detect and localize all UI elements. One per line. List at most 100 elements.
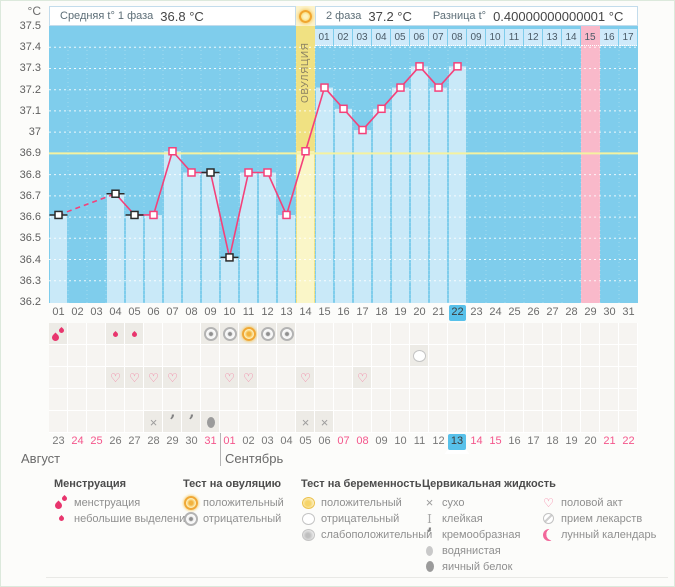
cycle-day-26[interactable]: 26 — [527, 306, 540, 318]
event-cell-intercourse-day-20[interactable] — [410, 367, 429, 389]
cycle-day-31[interactable]: 31 — [622, 306, 635, 318]
event-cell-medication-day-10[interactable] — [220, 389, 239, 411]
event-cell-medication-day-21[interactable] — [429, 389, 448, 411]
event-cell-cervical-fluid-day-14[interactable]: × — [296, 411, 315, 433]
cycle-day-25[interactable]: 25 — [508, 306, 521, 318]
event-cell-intercourse-day-29[interactable] — [581, 367, 600, 389]
cycle-day-24[interactable]: 24 — [489, 306, 502, 318]
event-cell-medication-day-17[interactable] — [353, 389, 372, 411]
event-cell-intercourse-day-10[interactable]: ♡ — [220, 367, 239, 389]
event-cell-pregnancy-tests-day-9[interactable] — [201, 345, 220, 367]
event-cell-bleeding-and-ovulation-tests-day-13[interactable] — [277, 323, 296, 345]
event-cell-medication-day-16[interactable] — [334, 389, 353, 411]
event-cell-pregnancy-tests-day-21[interactable] — [429, 345, 448, 367]
event-cell-medication-day-22[interactable] — [448, 389, 467, 411]
cycle-day-07[interactable]: 07 — [166, 306, 179, 318]
event-cell-intercourse-day-15[interactable] — [315, 367, 334, 389]
event-cell-intercourse-day-28[interactable] — [562, 367, 581, 389]
event-cell-cervical-fluid-day-16[interactable] — [334, 411, 353, 433]
cycle-day-05[interactable]: 05 — [128, 306, 141, 318]
event-cell-cervical-fluid-day-31[interactable] — [619, 411, 638, 433]
event-cell-medication-day-14[interactable] — [296, 389, 315, 411]
cycle-day-15[interactable]: 15 — [318, 306, 331, 318]
event-cell-bleeding-and-ovulation-tests-day-22[interactable] — [448, 323, 467, 345]
cycle-day-08[interactable]: 08 — [185, 306, 198, 318]
event-cell-pregnancy-tests-day-22[interactable] — [448, 345, 467, 367]
event-cell-intercourse-day-22[interactable] — [448, 367, 467, 389]
event-cell-intercourse-day-26[interactable] — [524, 367, 543, 389]
event-cell-pregnancy-tests-day-27[interactable] — [543, 345, 562, 367]
event-cell-pregnancy-tests-day-4[interactable] — [106, 345, 125, 367]
event-cell-medication-day-23[interactable] — [467, 389, 486, 411]
event-cell-medication-day-1[interactable] — [49, 389, 68, 411]
cycle-day-02[interactable]: 02 — [71, 306, 84, 318]
event-cell-cervical-fluid-day-23[interactable] — [467, 411, 486, 433]
event-cell-intercourse-day-8[interactable] — [182, 367, 201, 389]
event-cell-bleeding-and-ovulation-tests-day-5[interactable] — [125, 323, 144, 345]
event-cell-pregnancy-tests-day-12[interactable] — [258, 345, 277, 367]
event-cell-intercourse-day-17[interactable]: ♡ — [353, 367, 372, 389]
event-cell-cervical-fluid-day-30[interactable] — [600, 411, 619, 433]
event-cell-bleeding-and-ovulation-tests-day-3[interactable] — [87, 323, 106, 345]
event-cell-pregnancy-tests-day-7[interactable] — [163, 345, 182, 367]
event-cell-intercourse-day-13[interactable] — [277, 367, 296, 389]
event-cell-pregnancy-tests-day-26[interactable] — [524, 345, 543, 367]
event-cell-bleeding-and-ovulation-tests-day-12[interactable] — [258, 323, 277, 345]
event-cell-pregnancy-tests-day-18[interactable] — [372, 345, 391, 367]
event-cell-medication-day-13[interactable] — [277, 389, 296, 411]
event-cell-cervical-fluid-day-15[interactable]: × — [315, 411, 334, 433]
event-cell-medication-day-25[interactable] — [505, 389, 524, 411]
event-cell-cervical-fluid-day-6[interactable]: × — [144, 411, 163, 433]
event-cell-bleeding-and-ovulation-tests-day-29[interactable] — [581, 323, 600, 345]
event-cell-medication-day-4[interactable] — [106, 389, 125, 411]
event-cell-pregnancy-tests-day-11[interactable] — [239, 345, 258, 367]
event-cell-medication-day-11[interactable] — [239, 389, 258, 411]
event-cell-cervical-fluid-day-25[interactable] — [505, 411, 524, 433]
event-cell-intercourse-day-24[interactable] — [486, 367, 505, 389]
event-cell-pregnancy-tests-day-25[interactable] — [505, 345, 524, 367]
event-cell-bleeding-and-ovulation-tests-day-7[interactable] — [163, 323, 182, 345]
event-cell-cervical-fluid-day-5[interactable] — [125, 411, 144, 433]
cycle-day-13[interactable]: 13 — [280, 306, 293, 318]
event-cell-pregnancy-tests-day-15[interactable] — [315, 345, 334, 367]
event-cell-cervical-fluid-day-1[interactable] — [49, 411, 68, 433]
event-cell-pregnancy-tests-day-20[interactable] — [410, 345, 429, 367]
event-cell-intercourse-day-31[interactable] — [619, 367, 638, 389]
event-cell-bleeding-and-ovulation-tests-day-28[interactable] — [562, 323, 581, 345]
event-cell-bleeding-and-ovulation-tests-day-1[interactable] — [49, 323, 68, 345]
event-cell-bleeding-and-ovulation-tests-day-4[interactable] — [106, 323, 125, 345]
event-cell-bleeding-and-ovulation-tests-day-18[interactable] — [372, 323, 391, 345]
cycle-day-27[interactable]: 27 — [546, 306, 559, 318]
event-cell-medication-day-9[interactable] — [201, 389, 220, 411]
cycle-day-11[interactable]: 11 — [242, 306, 255, 318]
event-cell-intercourse-day-6[interactable]: ♡ — [144, 367, 163, 389]
event-cell-bleeding-and-ovulation-tests-day-31[interactable] — [619, 323, 638, 345]
event-cell-intercourse-day-3[interactable] — [87, 367, 106, 389]
event-cell-pregnancy-tests-day-29[interactable] — [581, 345, 600, 367]
event-cell-cervical-fluid-day-4[interactable] — [106, 411, 125, 433]
event-cell-medication-day-29[interactable] — [581, 389, 600, 411]
event-cell-bleeding-and-ovulation-tests-day-23[interactable] — [467, 323, 486, 345]
cycle-day-20[interactable]: 20 — [413, 306, 426, 318]
event-cell-cervical-fluid-day-28[interactable] — [562, 411, 581, 433]
cycle-day-22[interactable]: 22 — [449, 305, 466, 321]
cycle-day-10[interactable]: 10 — [223, 306, 236, 318]
event-cell-cervical-fluid-day-20[interactable] — [410, 411, 429, 433]
event-cell-cervical-fluid-day-11[interactable] — [239, 411, 258, 433]
cycle-day-09[interactable]: 09 — [204, 306, 217, 318]
event-cell-medication-day-12[interactable] — [258, 389, 277, 411]
event-cell-intercourse-day-1[interactable] — [49, 367, 68, 389]
event-cell-pregnancy-tests-day-3[interactable] — [87, 345, 106, 367]
event-cell-pregnancy-tests-day-14[interactable] — [296, 345, 315, 367]
cycle-day-16[interactable]: 16 — [337, 306, 350, 318]
cycle-day-19[interactable]: 19 — [394, 306, 407, 318]
cycle-day-06[interactable]: 06 — [147, 306, 160, 318]
event-cell-pregnancy-tests-day-17[interactable] — [353, 345, 372, 367]
event-cell-bleeding-and-ovulation-tests-day-2[interactable] — [68, 323, 87, 345]
event-cell-cervical-fluid-day-26[interactable] — [524, 411, 543, 433]
cycle-day-01[interactable]: 01 — [52, 306, 65, 318]
cycle-day-29[interactable]: 29 — [584, 306, 597, 318]
event-cell-bleeding-and-ovulation-tests-day-6[interactable] — [144, 323, 163, 345]
event-cell-intercourse-day-18[interactable] — [372, 367, 391, 389]
event-cell-bleeding-and-ovulation-tests-day-24[interactable] — [486, 323, 505, 345]
